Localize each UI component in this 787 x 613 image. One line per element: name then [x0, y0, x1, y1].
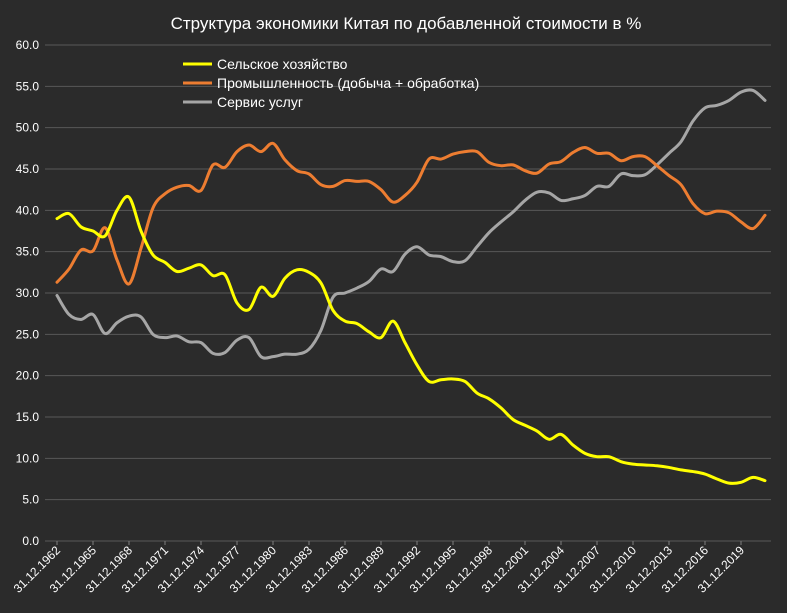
- y-tick-label: 30.0: [16, 286, 40, 300]
- legend-label: Сервис услуг: [217, 94, 303, 110]
- y-tick-label: 35.0: [16, 245, 40, 259]
- series-line-0: [55, 194, 767, 485]
- chart-title: Структура экономики Китая по добавленной…: [171, 14, 642, 33]
- y-tick-label: 60.0: [16, 38, 40, 52]
- y-tick-label: 15.0: [16, 410, 40, 424]
- y-tick-label: 0.0: [22, 534, 39, 548]
- y-tick-label: 25.0: [16, 327, 40, 341]
- y-axis-ticks: 0.0 5.0 10.0 15.0 20.0 25.0 30.0 35.0 40.0 45.0 50…: [16, 38, 40, 548]
- series-line-2: [55, 88, 767, 360]
- series-lines: [55, 88, 767, 485]
- legend-label: Сельское хозяйство: [217, 56, 348, 72]
- y-tick-label: 50.0: [16, 121, 40, 135]
- y-tick-label: 45.0: [16, 162, 40, 176]
- y-tick-label: 10.0: [16, 451, 40, 465]
- legend: Сельское хозяйство Промышленность (добыча…: [183, 56, 479, 110]
- gridlines: [45, 44, 771, 542]
- y-tick-label: 5.0: [22, 493, 39, 507]
- y-tick-label: 55.0: [16, 79, 40, 93]
- legend-label: Промышленность (добыча + обработка): [217, 75, 479, 91]
- y-tick-label: 20.0: [16, 369, 40, 383]
- y-tick-label: 40.0: [16, 203, 40, 217]
- series-line-1: [55, 141, 767, 286]
